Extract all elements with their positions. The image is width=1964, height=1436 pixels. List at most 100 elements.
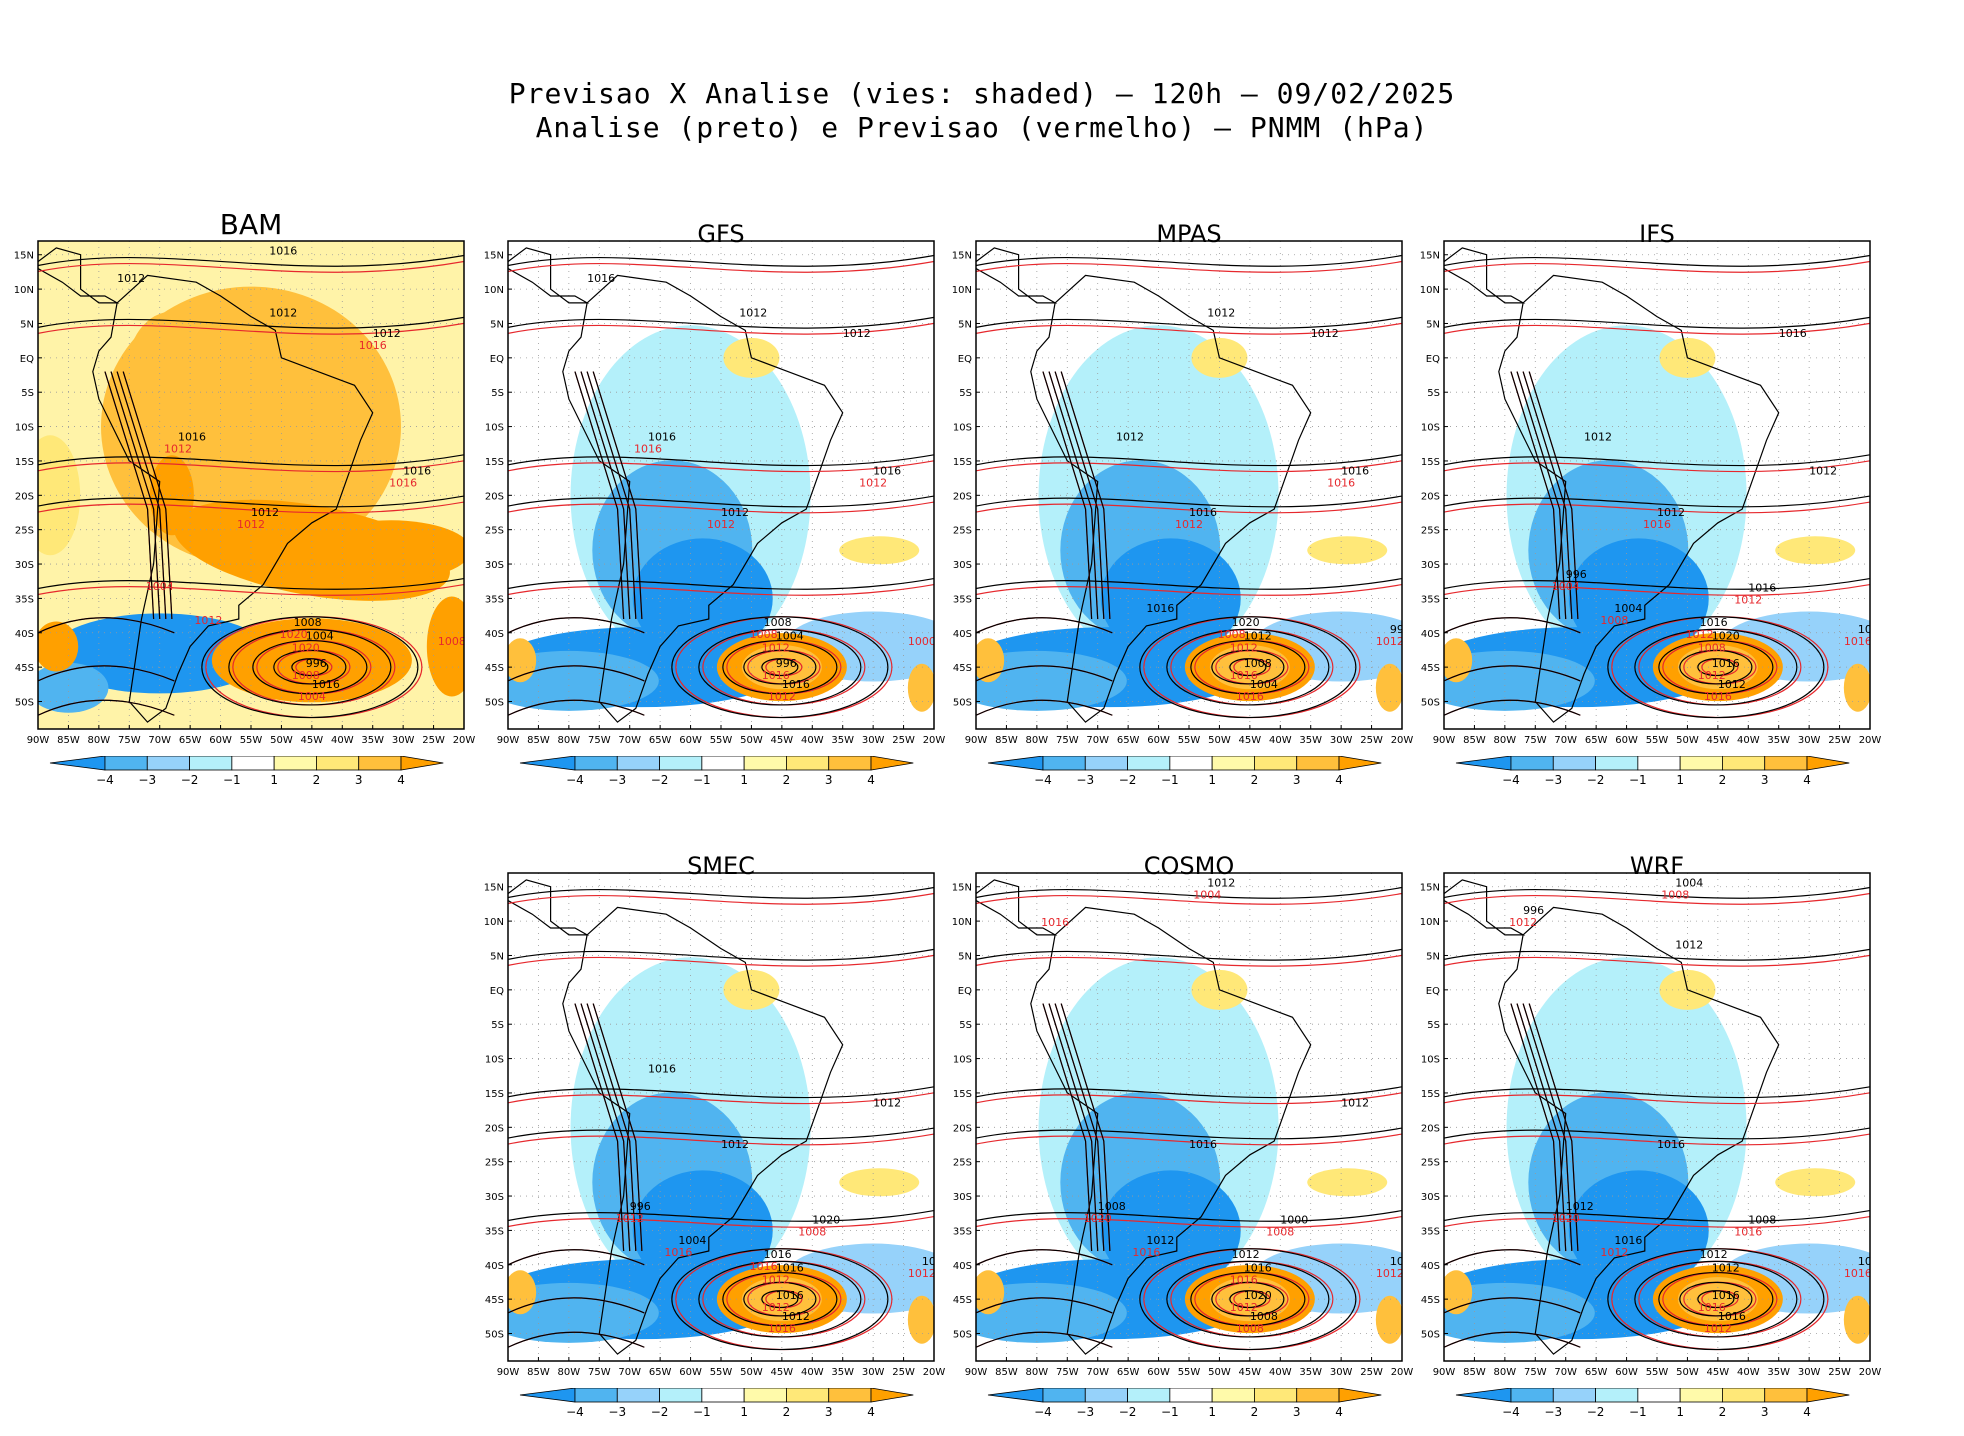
analysis-isobars-isobar xyxy=(508,1086,934,1099)
analysis-isobars-isobar xyxy=(508,495,934,508)
forecast-label-label: 1016 xyxy=(1236,690,1264,703)
analysis-label-label: 1012 xyxy=(1244,630,1272,643)
analysis-isobars-isobar xyxy=(1048,371,1099,620)
forecast-label-label: 1008 xyxy=(1218,628,1246,641)
lat-tick-label: EQ xyxy=(1426,354,1440,365)
forecast-label-label: 1008 xyxy=(1661,889,1689,902)
colorbar-swatch xyxy=(519,755,576,771)
lon-tick-label: 35W xyxy=(1299,1367,1322,1378)
forecast-label-label: 1016 xyxy=(359,339,387,352)
analysis-isobars-isobar xyxy=(586,1003,637,1252)
analysis-label-group: 1012101610121016102010081016101210081000… xyxy=(1098,877,1402,1323)
colorbar-label: −2 xyxy=(1119,1405,1137,1419)
analysis-isobars-isobar xyxy=(1054,371,1105,620)
colorbar-label: 4 xyxy=(867,1405,875,1419)
lat-tick-label: 25S xyxy=(485,526,504,537)
lon-tick-label: 30W xyxy=(862,735,885,746)
forecast-label-label: 1016 xyxy=(1230,1274,1258,1287)
colorbar-swatch xyxy=(1211,1387,1255,1403)
analysis-label-label: 1000 xyxy=(1280,1214,1308,1227)
forecast-label-label: 1012 xyxy=(707,518,735,531)
forecast-isobars-isobar xyxy=(976,583,1402,596)
analysis-label-label: 1008 xyxy=(1858,623,1886,636)
colorbar-label: −1 xyxy=(693,773,711,787)
colorbar-mpas: −4 −3 −2 −1 1 2 3 4 xyxy=(986,755,1396,794)
central-america-coastline xyxy=(1444,879,1526,936)
lat-tick-label: 25S xyxy=(15,526,34,537)
bias-shading xyxy=(508,957,934,1344)
lon-tick-label: 40W xyxy=(1269,1367,1292,1378)
analysis-isobars-isobar xyxy=(1444,617,1581,634)
lon-tick-label: 60W xyxy=(679,1367,702,1378)
lat-tick-label: 10S xyxy=(953,1055,972,1066)
colorbar-swatch xyxy=(519,1387,576,1403)
analysis-label-label: 1008 xyxy=(1244,657,1272,670)
colorbar-swatch xyxy=(1455,1387,1512,1403)
colorbar-label: −4 xyxy=(1502,1405,1520,1419)
lon-tick-label: 80W xyxy=(1494,735,1517,746)
colorbar-swatch xyxy=(1254,1387,1298,1403)
forecast-label-label: 1008 xyxy=(798,1226,826,1239)
colorbar-swatch xyxy=(1552,755,1596,771)
analysis-isobars-isobar xyxy=(976,1209,1402,1222)
colorbar-label: 1 xyxy=(740,1405,748,1419)
lat-tick-label: 50S xyxy=(15,698,34,709)
lat-tick-label: 20S xyxy=(15,491,34,502)
forecast-isobars-isobar xyxy=(508,1133,934,1146)
colorbar-label: 1 xyxy=(1676,773,1684,787)
colorbar-swatch xyxy=(616,755,660,771)
forecast-label-label: 1004 xyxy=(298,690,326,703)
analysis-isobars-isobar xyxy=(976,665,1113,682)
bias-positive-area xyxy=(126,311,217,432)
lon-tick-label: 40W xyxy=(1737,735,1760,746)
bias-positive-area xyxy=(508,1270,537,1315)
analysis-isobars-isobar xyxy=(508,1127,934,1140)
lon-tick-label: 60W xyxy=(1147,735,1170,746)
lon-tick-label: 20W xyxy=(1391,1367,1414,1378)
lon-tick-label: 50W xyxy=(740,735,763,746)
forecast-label-label: 1020 xyxy=(280,628,308,641)
lon-tick-label: 70W xyxy=(148,735,171,746)
map-smec: 1016101210121016101610161012100810049961… xyxy=(484,872,945,1378)
analysis-isobars-isobar xyxy=(976,1086,1402,1099)
lon-tick-label: 85W xyxy=(57,735,80,746)
panel-gfs: 1016 1012 1012 1016 1016 1012 1008 1004 996 1016 1… xyxy=(484,240,945,769)
colorbar-label: −2 xyxy=(181,773,199,787)
lon-tick-label: 85W xyxy=(527,735,550,746)
lon-tick-label: 55W xyxy=(1178,735,1201,746)
lat-tick-label: 15N xyxy=(484,251,504,262)
colorbar-label: −1 xyxy=(1629,1405,1647,1419)
colorbar-label: −2 xyxy=(651,1405,669,1419)
lon-tick-label: 20W xyxy=(1859,735,1882,746)
lon-tick-label: 80W xyxy=(558,1367,581,1378)
forecast-isobars-isobar xyxy=(1444,892,1870,905)
lat-tick-label: 35S xyxy=(953,1226,972,1237)
analysis-isobars-isobar xyxy=(38,316,464,329)
analysis-label-label: 1016 xyxy=(312,678,340,691)
analysis-label-label: 1008 xyxy=(1250,1310,1278,1323)
analysis-isobars-isobar xyxy=(1444,1297,1581,1314)
forecast-label-label: 1008 xyxy=(438,635,466,648)
bias-positive-area xyxy=(1375,1295,1402,1344)
colorbar-swatch xyxy=(1552,1387,1596,1403)
lon-tick-label: 90W xyxy=(1433,735,1456,746)
analysis-label-label: 1008 xyxy=(1748,1214,1776,1227)
forecast-label-label: 1000 xyxy=(908,635,936,648)
colorbar-label: 3 xyxy=(1293,773,1301,787)
colorbar-swatch xyxy=(1296,1387,1340,1403)
lat-tick-label: 35S xyxy=(1421,1226,1440,1237)
bias-positive-area xyxy=(907,663,934,712)
analysis-isobars-isobar xyxy=(508,699,645,716)
analysis-label-label: 1016 xyxy=(648,1062,676,1075)
colorbar-label: −3 xyxy=(138,773,156,787)
lat-tick-label: EQ xyxy=(1426,986,1440,997)
lon-tick-label: 60W xyxy=(209,735,232,746)
bias-positive-area xyxy=(1843,1295,1870,1344)
forecast-label-label: 1012 xyxy=(1175,518,1203,531)
analysis-label-label: 1008 xyxy=(1098,1200,1126,1213)
analysis-isobars-low-ring xyxy=(1190,639,1306,695)
colorbar-label: 4 xyxy=(867,773,875,787)
lon-tick-label: 45W xyxy=(1239,1367,1262,1378)
lon-tick-label: 25W xyxy=(422,735,445,746)
panel-smec: 1016 1012 1012 1016 1016 1016 1012 1008 1004 996 1… xyxy=(484,872,945,1401)
